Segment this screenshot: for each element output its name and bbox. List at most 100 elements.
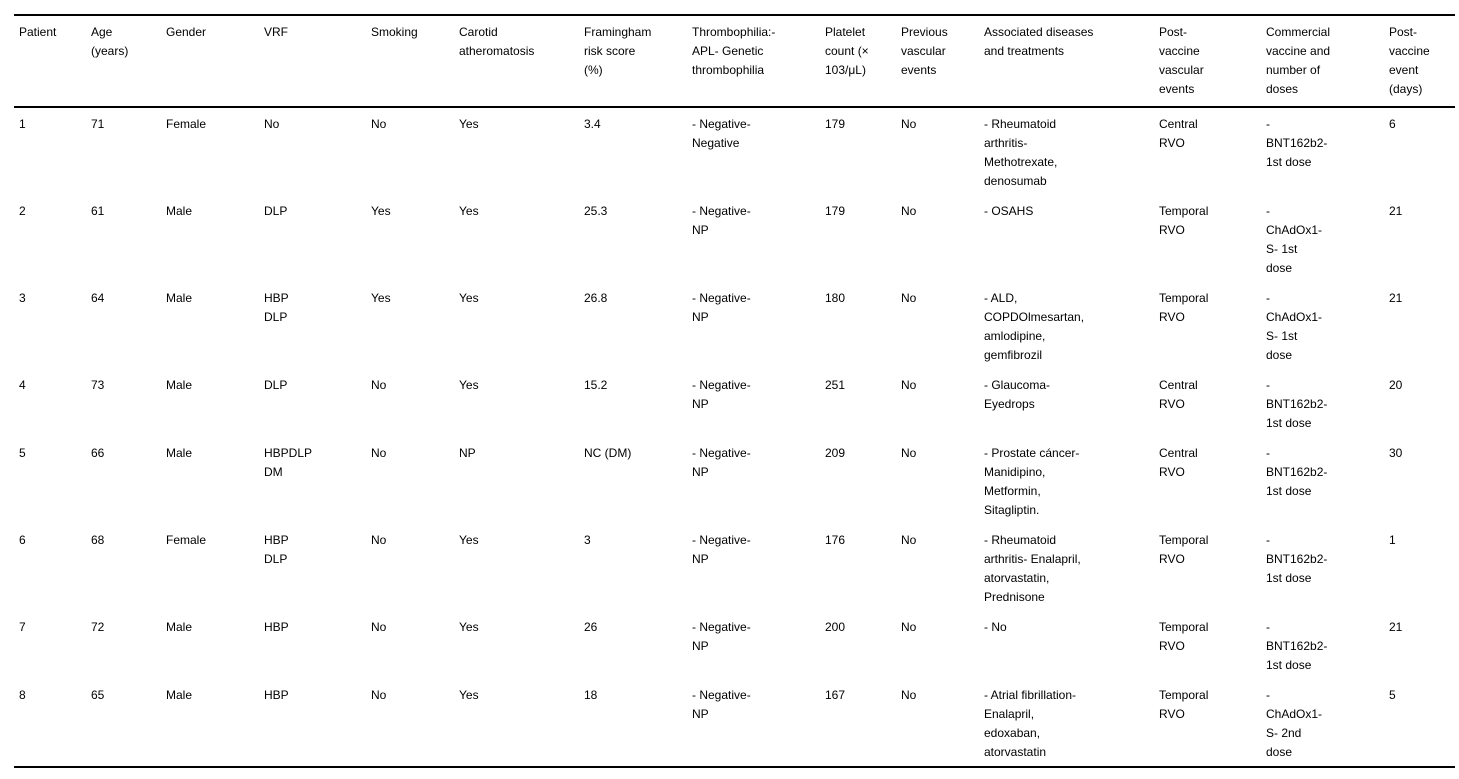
table-cell: Yes — [459, 291, 479, 305]
table-cell: Male — [166, 446, 193, 460]
table-cell: - BNT162b2- 1st dose — [1266, 620, 1328, 672]
table-cell: - ChAdOx1- S- 1st dose — [1266, 204, 1323, 275]
table-cell: Male — [166, 291, 193, 305]
table-cell: NC (DM) — [584, 446, 632, 460]
table-cell: No — [371, 688, 387, 702]
column-header-5: Smoking — [371, 25, 418, 39]
table-cell: No — [371, 533, 387, 547]
column-header-6: Carotid atheromatosis — [459, 25, 535, 58]
table-cell: 26 — [584, 620, 598, 634]
table-cell: Temporal RVO — [1159, 291, 1209, 324]
table-cell: 18 — [584, 688, 598, 702]
table-cell: 3 — [19, 291, 26, 305]
table-cell: - BNT162b2- 1st dose — [1266, 117, 1328, 169]
table-cell: 20 — [1389, 378, 1403, 392]
table-cell: - BNT162b2- 1st dose — [1266, 446, 1328, 498]
table-cell: No — [371, 378, 387, 392]
table-row: 2 61 Male DLP Yes Yes 25.3 - Negative- NP 179 No -… — [14, 195, 1455, 282]
table-cell: No — [901, 204, 917, 218]
table-row: 6 68 Female HBP DLP No Yes 3 - Negative- NP 176 N… — [14, 524, 1455, 611]
table-cell: No — [901, 117, 917, 131]
column-header-10: Previous vascular events — [901, 25, 948, 77]
table-cell: 180 — [825, 291, 846, 305]
table-cell: - OSAHS — [984, 204, 1034, 218]
table-cell: 167 — [825, 688, 846, 702]
table-cell: Female — [166, 533, 207, 547]
table-cell: 209 — [825, 446, 846, 460]
table-cell: No — [901, 446, 917, 460]
table-cell: Male — [166, 688, 193, 702]
column-header-12: Post- vaccine vascular events — [1159, 25, 1204, 96]
table-cell: - BNT162b2- 1st dose — [1266, 378, 1328, 430]
table-cell: Yes — [371, 291, 391, 305]
table-cell: - ChAdOx1- S- 1st dose — [1266, 291, 1323, 362]
table-cell: 7 — [19, 620, 26, 634]
table-cell: 5 — [19, 446, 26, 460]
table-cell: 21 — [1389, 204, 1403, 218]
table-cell: 15.2 — [584, 378, 608, 392]
table-cell: Temporal RVO — [1159, 204, 1209, 237]
table-cell: 3 — [584, 533, 591, 547]
table-cell: No — [371, 620, 387, 634]
column-header-2: Age (years) — [91, 25, 129, 58]
table-cell: Yes — [459, 688, 479, 702]
table-cell: 6 — [1389, 117, 1396, 131]
table-cell: No — [371, 117, 387, 131]
table-cell: 200 — [825, 620, 846, 634]
table-cell: 26.8 — [584, 291, 608, 305]
table-cell: - Negative- NP — [692, 446, 751, 479]
table-cell: - Atrial fibrillation- Enalapril, edoxab… — [984, 688, 1077, 759]
column-header-8: Thrombophilia:- APL- Genetic thrombophil… — [692, 25, 776, 77]
table-cell: - Negative- NP — [692, 620, 751, 653]
table-cell: Temporal RVO — [1159, 533, 1209, 566]
table-cell: - Negative- NP — [692, 378, 751, 411]
table-cell: Female — [166, 117, 207, 131]
table-cell: - Glaucoma- Eyedrops — [984, 378, 1051, 411]
table-cell: 179 — [825, 117, 846, 131]
table-cell: - Negative- Negative — [692, 117, 751, 150]
table-cell: 64 — [91, 291, 105, 305]
table-cell: DLP — [264, 378, 288, 392]
table-row: 3 64 Male HBP DLP Yes Yes 26.8 - Negative- NP 18… — [14, 282, 1455, 369]
table-cell: Male — [166, 378, 193, 392]
table-row: 5 66 Male HBPDLP DM No NP NC (DM) - Negative- N… — [14, 437, 1455, 524]
table-cell: Yes — [459, 620, 479, 634]
table-row: 4 73 Male DLP No Yes 15.2 - Negative- NP 251 No - … — [14, 369, 1455, 437]
table-cell: Male — [166, 620, 193, 634]
patients-table: Patient Age (years) Gender VRF Smoking Caroti… — [14, 14, 1455, 768]
table-cell: - No — [984, 620, 1007, 634]
table-cell: - BNT162b2- 1st dose — [1266, 533, 1328, 585]
table-cell: No — [371, 446, 387, 460]
table-cell: HBPDLP DM — [264, 446, 313, 479]
table-cell: 5 — [1389, 688, 1396, 702]
table-cell: No — [901, 688, 917, 702]
table-cell: 30 — [1389, 446, 1403, 460]
table-cell: HBP — [264, 620, 289, 634]
table-cell: 6 — [19, 533, 26, 547]
table-row: 8 65 Male HBP No Yes 18 - Negative- NP 167 No - At… — [14, 679, 1455, 767]
table-cell: - Prostate cáncer- Manidipino, Metformin… — [984, 446, 1080, 517]
table-cell: Central RVO — [1159, 378, 1198, 411]
table-cell: 72 — [91, 620, 105, 634]
table-cell: - Negative- NP — [692, 291, 751, 324]
table-cell: DLP — [264, 204, 288, 218]
table-header: Patient Age (years) Gender VRF Smoking Caroti… — [14, 15, 1455, 107]
table-cell: No — [264, 117, 280, 131]
table-cell: Yes — [371, 204, 391, 218]
table-cell: Yes — [459, 117, 479, 131]
table-row: 1 71 Female No No Yes 3.4 - Negative- Negative 1… — [14, 107, 1455, 195]
table-cell: Temporal RVO — [1159, 688, 1209, 721]
table-cell: No — [901, 291, 917, 305]
table-cell: 68 — [91, 533, 105, 547]
table-cell: - Rheumatoid arthritis- Methotrexate, de… — [984, 117, 1058, 188]
table-cell: HBP DLP — [264, 291, 289, 324]
header-row: Patient Age (years) Gender VRF Smoking Caroti… — [14, 15, 1455, 107]
table-cell: No — [901, 620, 917, 634]
table-cell: 21 — [1389, 620, 1403, 634]
table-cell: 176 — [825, 533, 846, 547]
column-header-4: VRF — [264, 25, 288, 39]
column-header-1: Patient — [19, 25, 57, 39]
table-body: 1 71 Female No No Yes 3.4- Negative- Negative 1… — [14, 107, 1455, 767]
table-cell: - Negative- NP — [692, 204, 751, 237]
table-cell: 21 — [1389, 291, 1403, 305]
